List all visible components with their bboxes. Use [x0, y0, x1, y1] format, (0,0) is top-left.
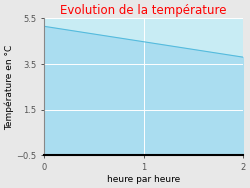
X-axis label: heure par heure: heure par heure	[107, 175, 180, 184]
Y-axis label: Température en °C: Température en °C	[4, 44, 14, 130]
Title: Evolution de la température: Evolution de la température	[60, 4, 227, 17]
